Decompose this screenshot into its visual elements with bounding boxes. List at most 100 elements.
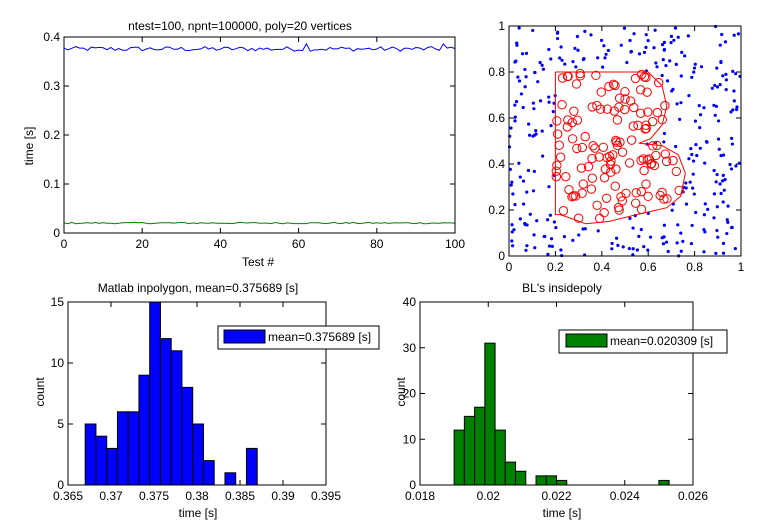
inside-point [564,184,574,195]
outside-point [653,28,657,32]
outside-point [721,74,725,78]
outside-point [551,109,555,114]
outside-point [724,88,728,92]
inside-point [606,156,616,166]
outside-point [715,228,719,233]
time-plot-xlabel: Test # [242,255,274,269]
outside-point [532,233,536,237]
outside-point [664,63,668,68]
insidepoly-x-tick-label: 0.026 [678,489,708,503]
inside-point [643,191,653,202]
outside-point [524,248,528,252]
outside-point [702,250,706,254]
outside-point [512,228,516,232]
outside-point [552,220,557,224]
outside-point [602,44,606,48]
outside-point [563,62,567,66]
inside-point [599,208,609,218]
inside-point [571,79,582,89]
inpolygon-ylabel: count [33,377,47,407]
outside-point [517,79,522,83]
outside-point [525,244,529,248]
inside-point [591,70,601,81]
outside-point [734,164,738,168]
inside-point [620,94,630,104]
outside-point [573,46,577,50]
outside-point [721,153,726,157]
outside-point [686,34,690,38]
scatter-y-tick-label: 0.4 [488,157,505,171]
outside-point [719,191,723,196]
inside-point [643,107,653,117]
outside-point [583,227,587,231]
inside-point [580,131,590,142]
outside-point [688,180,692,184]
outside-point [510,239,514,243]
outside-point [718,83,722,87]
outside-point [724,72,728,76]
inside-point [596,87,606,97]
outside-point [549,124,553,128]
inside-point [660,149,671,159]
outside-point [699,65,704,69]
inside-point [671,166,682,177]
inpolygon-bar [181,386,194,486]
outside-point [716,235,720,239]
outside-point [610,247,614,251]
outside-point [691,186,695,190]
outside-point [695,153,699,158]
outside-point [684,202,689,206]
inside-point [577,142,587,153]
outside-point [730,136,734,140]
outside-point [721,200,725,204]
time-plot-x-tick-label: 60 [292,237,306,251]
outside-point [698,125,702,130]
outside-point [646,248,650,252]
outside-point [521,179,526,183]
inside-point [642,87,652,97]
outside-point [517,161,521,165]
outside-point [540,129,544,133]
outside-point [715,205,719,209]
outside-point [728,162,732,167]
outside-point [531,101,535,105]
outside-point [676,223,680,227]
outside-point [723,40,728,44]
inside-point [610,80,620,91]
outside-point [547,244,552,248]
time-plot-ylabel: time [s] [22,127,36,166]
outside-point [714,104,719,108]
outside-point [722,188,726,192]
outside-point [662,40,667,44]
outside-point [589,33,593,37]
outside-point [547,100,551,104]
inside-point [578,179,588,189]
insidepoly-bar [535,475,547,486]
outside-point [527,122,531,126]
outside-point [549,237,554,241]
outside-point [509,126,513,130]
outside-point [732,33,736,37]
outside-point [662,235,666,239]
outside-point [510,244,515,248]
outside-point [661,58,665,62]
outside-point [646,38,650,43]
outside-point [621,245,625,249]
outside-point [521,105,525,110]
outside-point [517,26,521,30]
inside-point [625,96,636,106]
inpolygon-x-tick-label: 0.38 [185,489,209,503]
outside-point [510,230,514,234]
outside-point [548,213,552,217]
outside-point [514,59,518,63]
insidepoly-x-tick-label: 0.024 [610,489,640,503]
outside-point [526,168,531,173]
inside-point [624,158,635,168]
insidepoly-bar [453,429,465,486]
outside-point [559,45,563,49]
inside-point [553,129,563,139]
outside-point [560,58,564,62]
scatter-x-tick-label: 0 [506,260,513,274]
outside-point [559,248,563,252]
time-plot-x-tick-label: 40 [214,237,228,251]
